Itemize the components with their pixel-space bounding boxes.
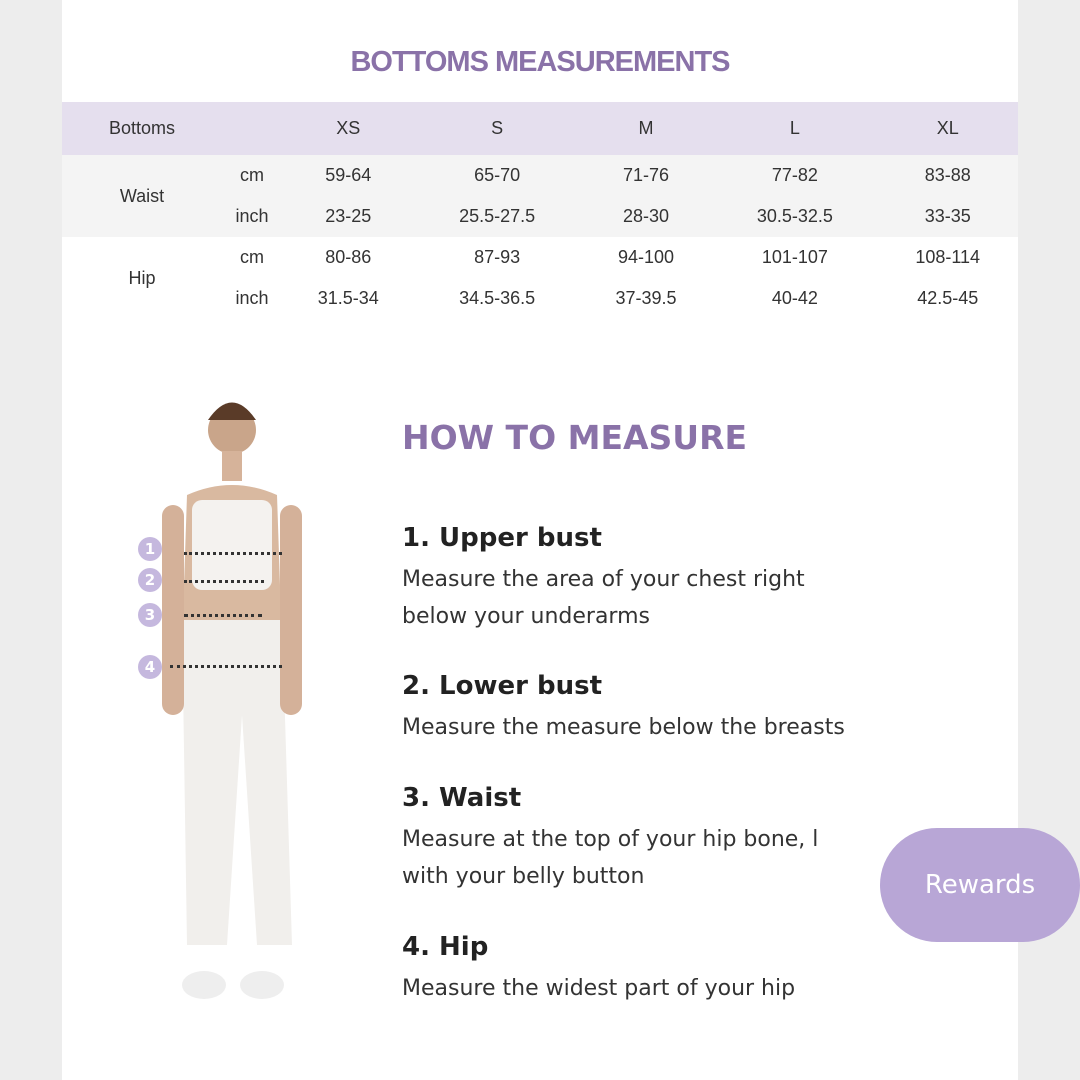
marker-2: 2 bbox=[138, 568, 162, 592]
marker-3: 3 bbox=[138, 603, 162, 627]
table-row: Waist cm 59-64 65-70 71-76 77-82 83-88 bbox=[62, 155, 1018, 237]
table-row: inch 23-25 25.5-27.5 28-30 30.5-32.5 33-35 bbox=[62, 196, 1018, 237]
waist-line bbox=[184, 614, 262, 617]
step-waist: 3. Waist Measure at the top of your hip … bbox=[402, 783, 819, 889]
table-row: inch 31.5-34 34.5-36.5 37-39.5 40-42 42.5-45 bbox=[235, 288, 979, 308]
lower-bust-line bbox=[184, 580, 264, 583]
rewards-button[interactable]: Rewards bbox=[880, 828, 1080, 942]
step-hip: 4. Hip Measure the widest part of your h… bbox=[402, 932, 796, 1001]
marker-1: 1 bbox=[138, 537, 162, 561]
marker-4: 4 bbox=[138, 655, 162, 679]
size-chart-panel: BOTTOMS MEASUREMENTS Bottoms XS S M L XL… bbox=[62, 0, 1018, 1080]
size-table: Bottoms XS S M L XL Waist cm 59-64 65-70 7… bbox=[62, 102, 1018, 319]
how-to-title: HOW TO MEASURE bbox=[402, 418, 748, 457]
page-title: BOTTOMS MEASUREMENTS bbox=[350, 46, 730, 78]
step-lower-bust: 2. Lower bust Measure the measure below … bbox=[402, 671, 845, 740]
step-upper-bust: 1. Upper bust Measure the area of your c… bbox=[402, 523, 805, 629]
hip-line bbox=[170, 665, 282, 668]
table-row: Hip cm 80-86 87-93 94-100 101-107 108-114 bbox=[128, 247, 981, 288]
table-header: Bottoms XS S M L XL bbox=[62, 102, 1018, 155]
upper-bust-line bbox=[184, 552, 282, 555]
model-figure bbox=[142, 385, 312, 1025]
